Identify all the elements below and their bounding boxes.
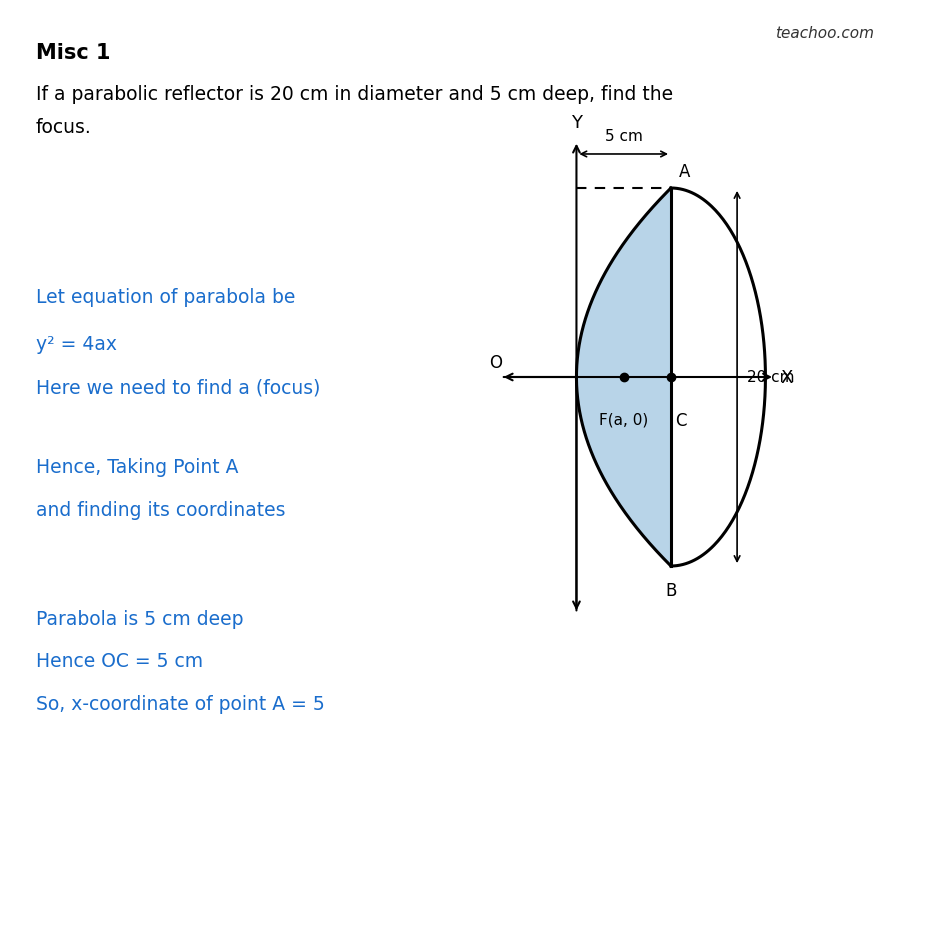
Text: Here we need to find a (focus): Here we need to find a (focus) bbox=[36, 378, 320, 396]
Text: teachoo.com: teachoo.com bbox=[774, 26, 873, 42]
Text: F(a, 0): F(a, 0) bbox=[598, 412, 648, 427]
Text: 5 cm: 5 cm bbox=[604, 128, 642, 143]
Text: Hence, Taking Point A: Hence, Taking Point A bbox=[36, 458, 238, 477]
Text: O: O bbox=[488, 354, 501, 372]
Text: focus.: focus. bbox=[36, 118, 92, 137]
Text: If a parabolic reflector is 20 cm in diameter and 5 cm deep, find the: If a parabolic reflector is 20 cm in dia… bbox=[36, 85, 672, 104]
Text: Misc 1: Misc 1 bbox=[36, 42, 110, 62]
Text: C: C bbox=[674, 412, 685, 430]
Text: X: X bbox=[780, 368, 792, 387]
Text: 20 cm: 20 cm bbox=[746, 370, 793, 385]
Text: y² = 4ax: y² = 4ax bbox=[36, 335, 117, 354]
Text: Hence OC = 5 cm: Hence OC = 5 cm bbox=[36, 651, 203, 670]
Text: So, x-coordinate of point A = 5: So, x-coordinate of point A = 5 bbox=[36, 694, 325, 713]
Polygon shape bbox=[576, 189, 670, 566]
Text: Y: Y bbox=[570, 114, 582, 132]
Text: and finding its coordinates: and finding its coordinates bbox=[36, 500, 285, 519]
Text: B: B bbox=[665, 582, 676, 599]
Text: Let equation of parabola be: Let equation of parabola be bbox=[36, 288, 295, 307]
Text: Parabola is 5 cm deep: Parabola is 5 cm deep bbox=[36, 609, 244, 628]
Text: A: A bbox=[678, 163, 689, 181]
